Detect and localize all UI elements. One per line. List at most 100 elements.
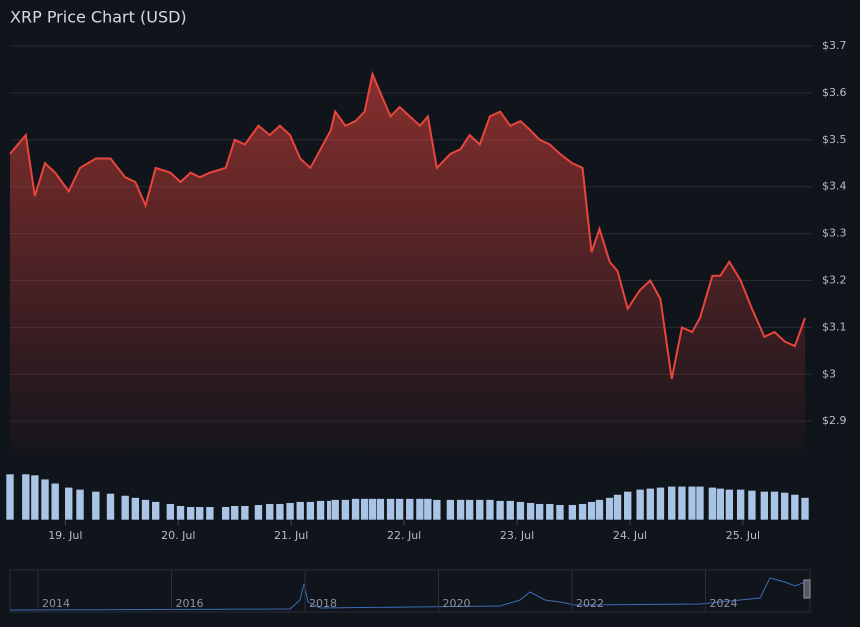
volume-bar	[368, 498, 377, 521]
volume-bar	[21, 473, 31, 521]
volume-bar	[195, 506, 205, 521]
volume-bar	[360, 498, 369, 521]
volume-bar	[716, 488, 725, 521]
volume-bar	[40, 478, 50, 521]
x-tick-label: 24. Jul	[613, 529, 647, 542]
navigator-label: 2016	[176, 597, 204, 610]
volume-bar	[50, 482, 60, 521]
volume-bar	[605, 497, 614, 521]
y-tick-label: $3.4	[822, 180, 847, 193]
y-tick-label: $3.5	[822, 133, 847, 146]
volume-bar	[151, 501, 160, 521]
volume-bar	[64, 486, 74, 521]
volume-bar	[166, 503, 175, 521]
volume-bar	[667, 485, 677, 521]
y-tick-label: $3.3	[822, 227, 847, 240]
volume-bar	[285, 502, 295, 521]
y-tick-label: $3.1	[822, 320, 847, 333]
volume-bar	[395, 498, 404, 521]
volume-bar	[526, 502, 535, 521]
volume-bar	[645, 488, 655, 521]
volume-bar	[446, 499, 455, 521]
volume-bar	[386, 498, 395, 521]
price-area	[10, 74, 805, 454]
volume-bar	[415, 498, 425, 521]
volume-bar	[351, 498, 360, 521]
navigator-label: 2020	[443, 597, 471, 610]
volume-bar	[423, 498, 433, 521]
volume-bar	[760, 491, 769, 521]
navigator: 2014 2016 2018 2020 2022 2024	[9, 569, 811, 613]
volume-bar	[141, 499, 150, 521]
volume-bar	[275, 503, 285, 521]
volume-bar	[635, 489, 645, 521]
volume-bar	[221, 506, 230, 521]
volume-bar	[176, 505, 185, 521]
x-tick-label: 22. Jul	[387, 529, 421, 542]
volume-bar	[131, 497, 140, 521]
volume-bar	[91, 491, 101, 521]
volume-bar	[405, 498, 415, 521]
volume-bar	[770, 491, 779, 521]
volume-bar	[230, 505, 240, 521]
volume-bar	[505, 500, 515, 521]
navigator-label: 2024	[710, 597, 738, 610]
volume-bar	[30, 474, 40, 521]
navigator-handle[interactable]	[803, 579, 811, 599]
x-tick-label: 21. Jul	[274, 529, 308, 542]
volume-bar	[555, 504, 565, 521]
volume-bar	[687, 485, 697, 521]
y-tick-label: $3.6	[822, 86, 847, 99]
volume-bar	[295, 501, 305, 521]
x-tick-label: 20. Jul	[161, 529, 195, 542]
navigator-label: 2014	[42, 597, 70, 610]
volume-bar	[516, 501, 525, 521]
volume-bar	[330, 499, 340, 521]
volume-bar	[254, 504, 263, 521]
volume-bar	[656, 486, 665, 521]
volume-bar	[475, 499, 485, 521]
volume-bar	[725, 489, 734, 521]
volume-bar	[306, 501, 315, 521]
volume-bar	[545, 503, 555, 521]
y-tick-label: $3	[822, 367, 836, 380]
volume-bar	[780, 492, 789, 521]
volume-bar	[205, 506, 215, 521]
volume-bar	[240, 505, 250, 521]
volume-bar	[747, 490, 757, 521]
volume-bar	[587, 501, 596, 521]
volume-bar	[677, 485, 687, 521]
volume-bar	[5, 473, 15, 521]
volume-bar	[568, 504, 577, 521]
volume-bar	[265, 503, 275, 521]
x-tick-label: 23. Jul	[500, 529, 534, 542]
navigator-label: 2022	[576, 597, 604, 610]
volume-bar	[495, 500, 505, 521]
volume-bar	[120, 495, 130, 521]
x-tick-label: 25. Jul	[726, 529, 760, 542]
volume-bar	[613, 494, 622, 521]
volume-bar	[595, 499, 604, 521]
volume-bar	[456, 499, 465, 521]
volume-bar	[800, 497, 810, 521]
volume-bar	[465, 499, 474, 521]
volume-bar	[376, 498, 385, 521]
volume-bar	[708, 486, 717, 521]
volume-bar	[695, 485, 705, 521]
y-tick-label: $2.9	[822, 414, 847, 427]
x-tick-label: 19. Jul	[48, 529, 82, 542]
volume-bar	[432, 499, 442, 521]
y-tick-label: $3.7	[822, 39, 847, 52]
volume-bar	[75, 489, 85, 521]
volume-bar	[316, 500, 325, 521]
volume-bar	[736, 489, 745, 521]
navigator-label: 2018	[309, 597, 337, 610]
volume-bar	[186, 506, 195, 521]
volume-bar	[535, 503, 544, 521]
price-line	[9, 70, 806, 380]
y-tick-label: $3.2	[822, 273, 847, 286]
volume-bar	[485, 499, 495, 521]
volume-bar	[790, 494, 800, 521]
volume-bar	[106, 493, 115, 521]
